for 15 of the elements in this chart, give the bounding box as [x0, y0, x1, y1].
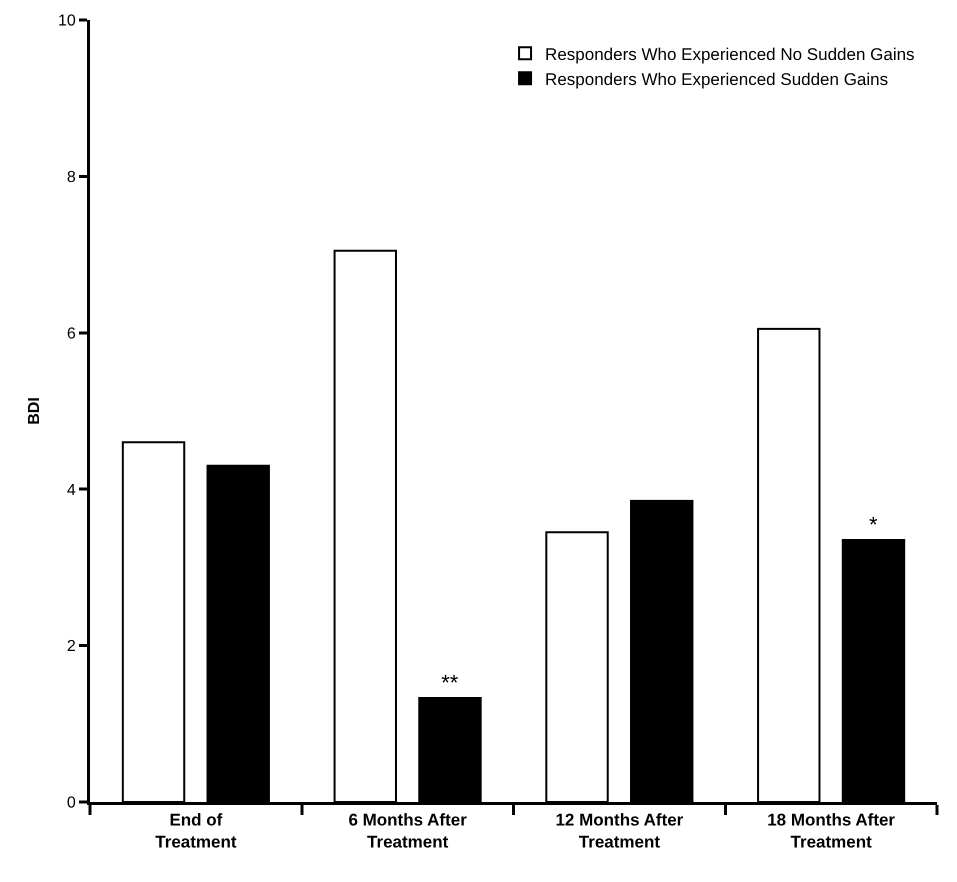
legend-label: Responders Who Experienced Sudden Gains — [545, 70, 888, 89]
x-tick-label: End of Treatment — [155, 810, 237, 852]
y-axis-title: BDI — [26, 397, 43, 425]
y-tick-label: 0 — [66, 794, 76, 812]
data-label: * — [868, 512, 878, 538]
y-tick-label: 2 — [66, 638, 76, 656]
x-tick-label: 6 Months After Treatment — [348, 810, 468, 852]
legend-label: Responders Who Experienced No Sudden Gains — [545, 44, 915, 64]
y-tick-label: 6 — [66, 325, 76, 342]
data-label: ** — [441, 670, 459, 695]
y-tick-label: 8 — [66, 169, 76, 186]
y-tick-label: 10 — [58, 12, 76, 30]
y-tick-label: 4 — [66, 482, 76, 499]
x-tick-label: 12 Months After Treatment — [555, 810, 684, 852]
x-tick-label: 18 Months After Treatment — [767, 810, 896, 852]
